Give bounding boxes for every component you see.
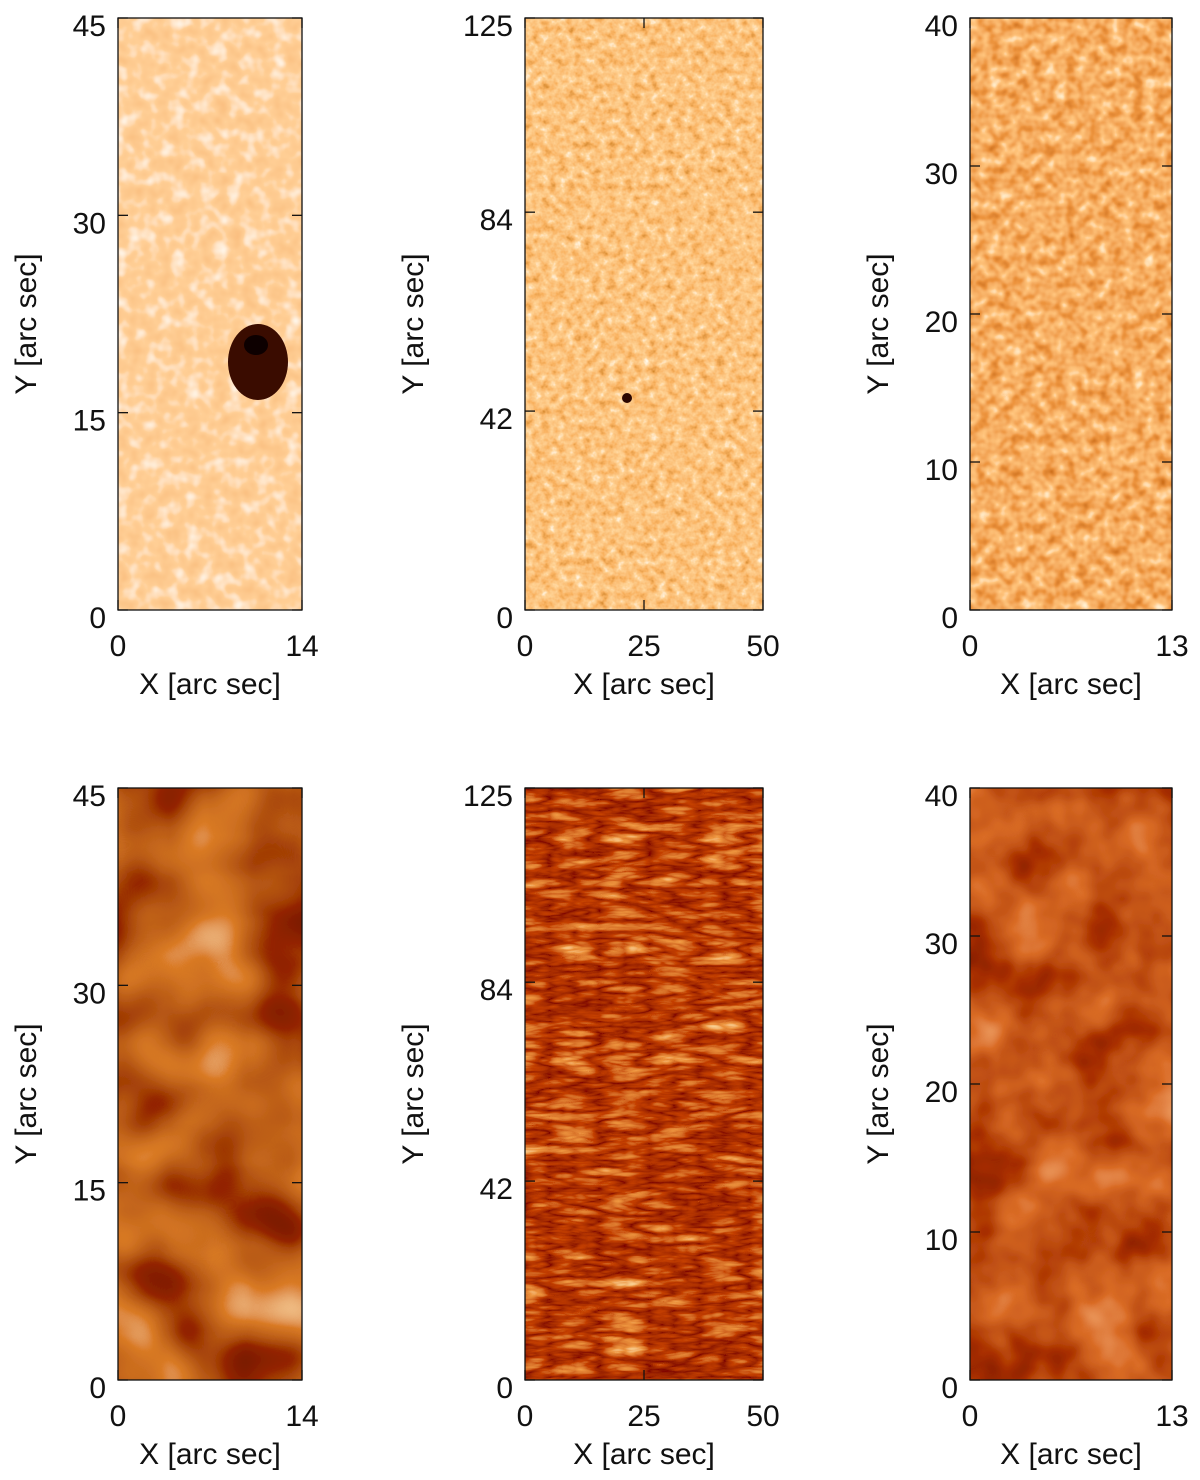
solar-image [970,788,1172,1380]
x-tick-label: 0 [110,630,127,663]
y-tick-label: 20 [925,1076,958,1109]
y-tick-label: 0 [941,602,958,635]
sunspot-umbra [244,335,268,355]
y-tick-label: 15 [73,405,106,438]
solar-image [118,18,302,610]
x-tick-label: 13 [1155,1400,1188,1433]
y-axis-label: Y [arc sec] [862,253,895,394]
y-tick-label: 125 [463,10,513,43]
y-tick-label: 42 [480,403,513,436]
x-tick-label: 0 [517,630,534,663]
y-tick-label: 125 [463,780,513,813]
pore [622,393,632,403]
y-tick-label: 45 [73,10,106,43]
sunspot [228,324,288,400]
y-tick-label: 0 [89,1372,106,1405]
y-tick-label: 84 [480,204,513,237]
x-tick-label: 25 [627,630,660,663]
y-tick-label: 10 [925,1224,958,1257]
x-tick-label: 25 [627,1400,660,1433]
y-tick-label: 0 [496,1372,513,1405]
x-axis-label: X [arc sec] [1000,668,1142,701]
y-tick-label: 20 [925,306,958,339]
solar-image [970,18,1172,610]
x-tick-label: 0 [962,1400,979,1433]
x-tick-label: 13 [1155,630,1188,663]
x-axis-label: X [arc sec] [573,1438,715,1471]
x-tick-label: 0 [962,630,979,663]
x-axis-label: X [arc sec] [1000,1438,1142,1471]
y-tick-label: 84 [480,974,513,1007]
x-tick-label: 14 [285,1400,318,1433]
y-tick-label: 0 [496,602,513,635]
y-axis-label: Y [arc sec] [397,1023,430,1164]
y-tick-label: 42 [480,1173,513,1206]
x-axis-label: X [arc sec] [139,668,281,701]
y-tick-label: 30 [73,977,106,1010]
solar-image [525,18,763,610]
y-tick-label: 40 [925,780,958,813]
y-axis-label: Y [arc sec] [10,1023,43,1164]
x-tick-label: 14 [285,630,318,663]
y-tick-label: 30 [925,928,958,961]
x-axis-label: X [arc sec] [573,668,715,701]
solar-image [118,788,302,1380]
x-tick-label: 50 [746,630,779,663]
y-axis-label: Y [arc sec] [10,253,43,394]
y-tick-label: 15 [73,1175,106,1208]
x-tick-label: 50 [746,1400,779,1433]
axes-frame [117,787,303,1381]
y-tick-label: 30 [73,207,106,240]
x-tick-label: 0 [110,1400,127,1433]
y-tick-label: 10 [925,454,958,487]
axes-frame [117,17,303,611]
y-axis-label: Y [arc sec] [397,253,430,394]
solar-image [525,788,763,1380]
x-tick-label: 0 [517,1400,534,1433]
y-tick-label: 30 [925,158,958,191]
y-tick-label: 0 [941,1372,958,1405]
y-axis-label: Y [arc sec] [862,1023,895,1164]
y-tick-label: 0 [89,602,106,635]
x-axis-label: X [arc sec] [139,1438,281,1471]
y-tick-label: 45 [73,780,106,813]
y-tick-label: 40 [925,10,958,43]
